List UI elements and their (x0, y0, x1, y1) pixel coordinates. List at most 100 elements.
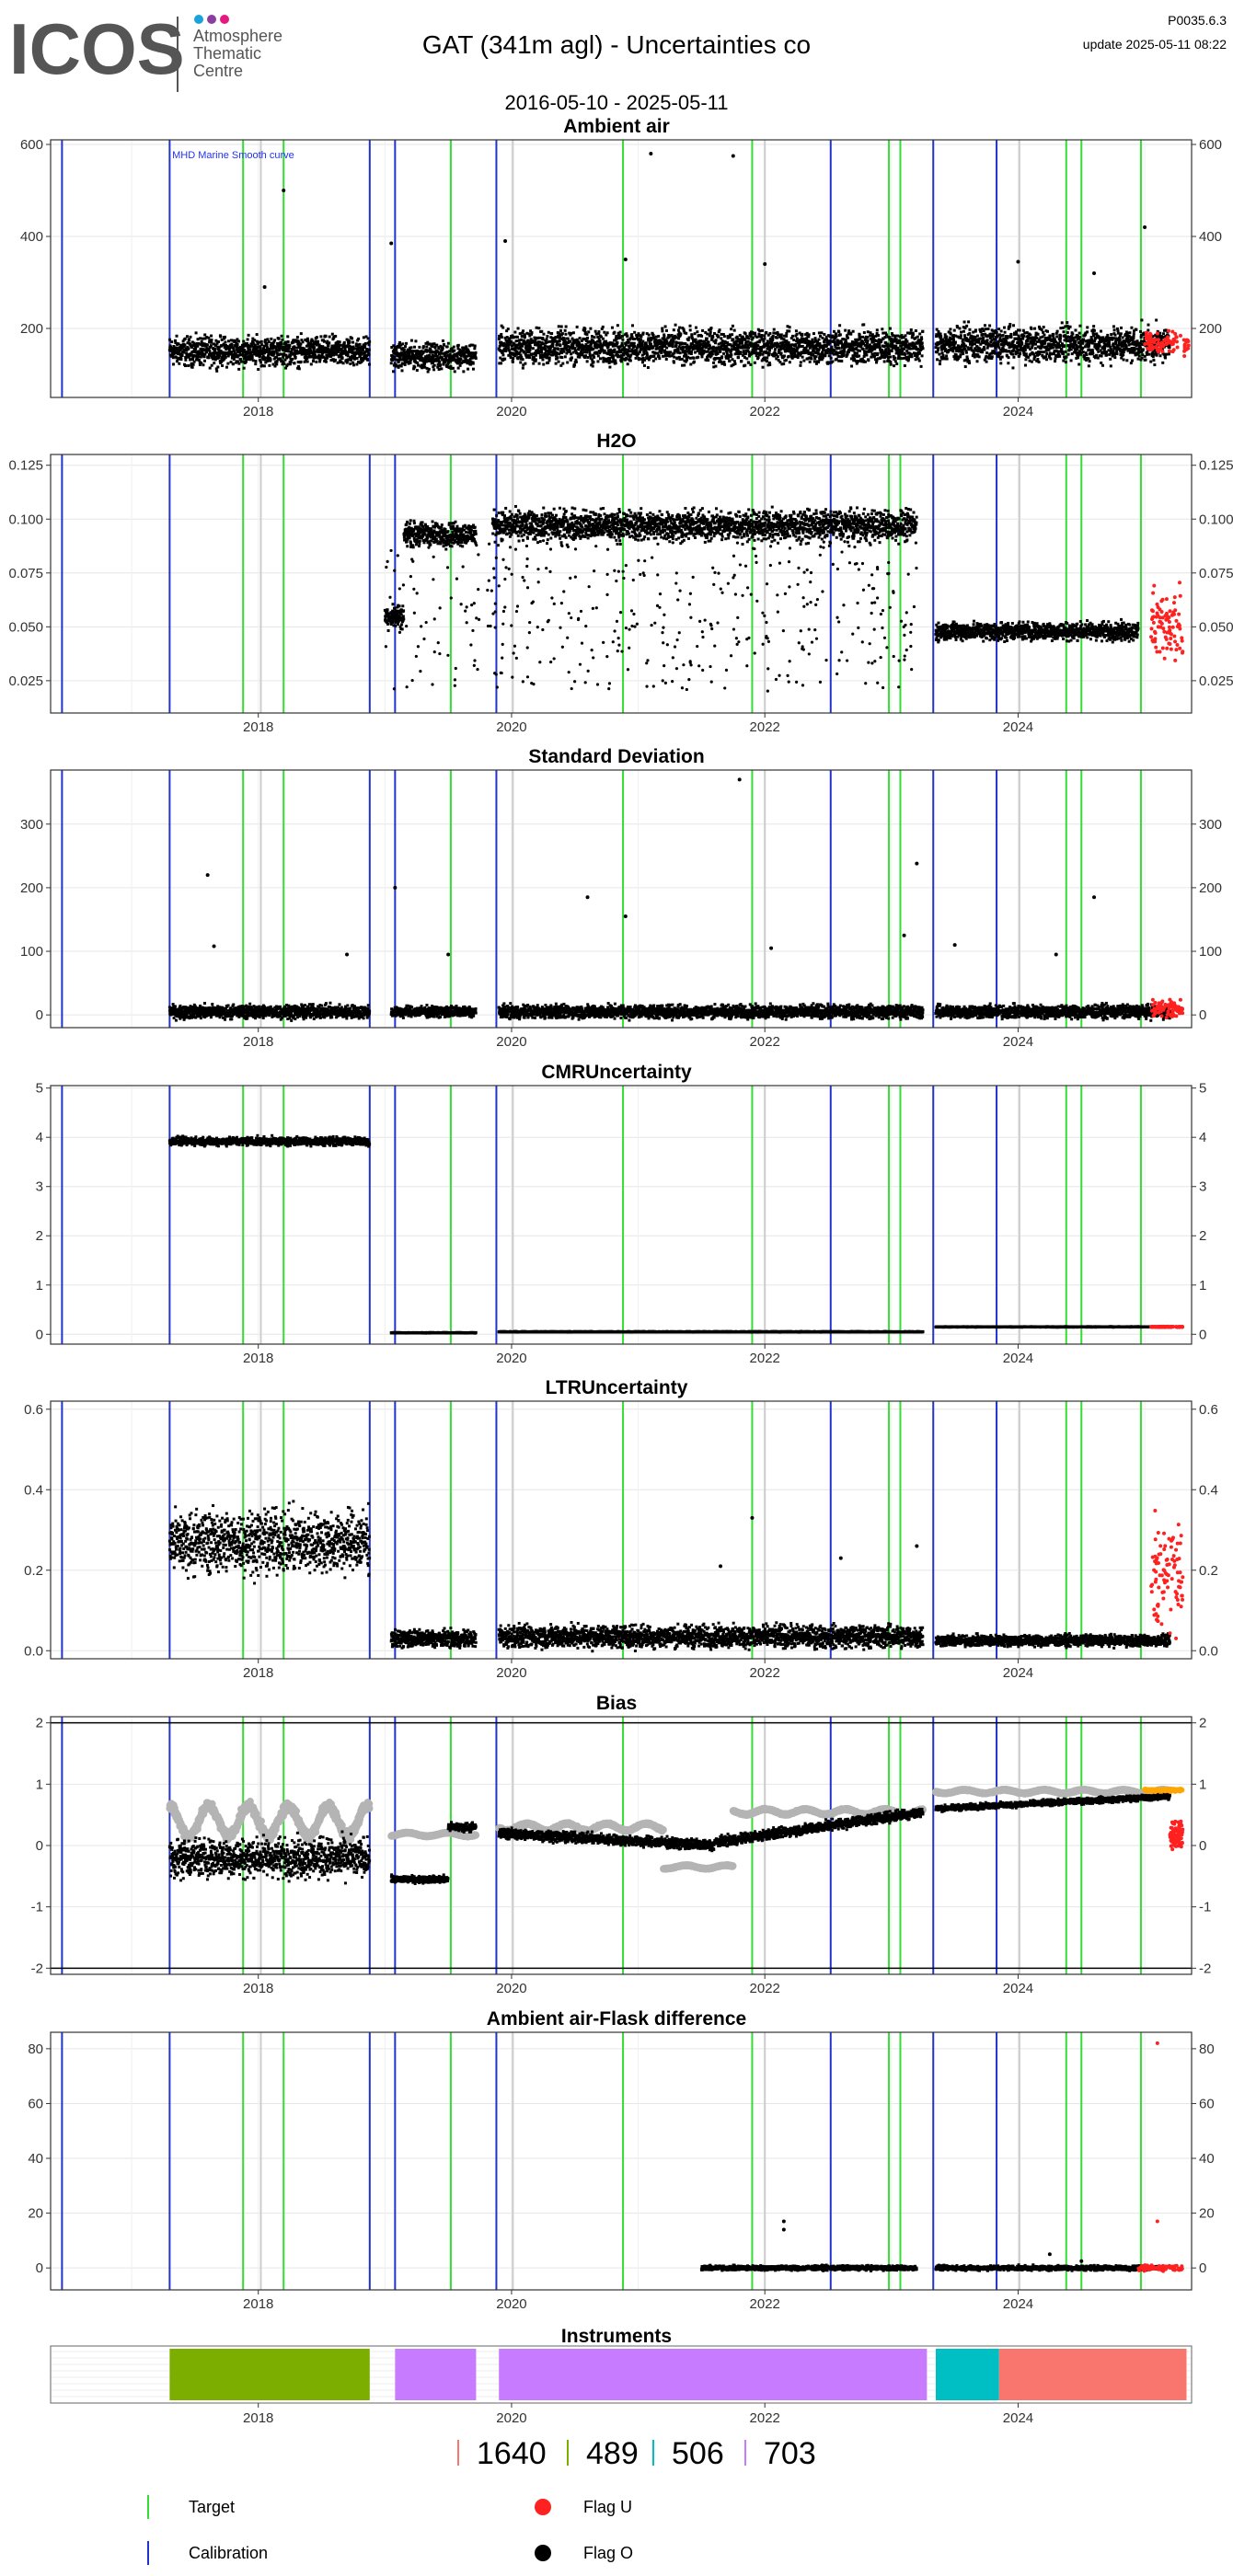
data-point (558, 325, 560, 328)
data-point (328, 336, 331, 339)
data-point (416, 362, 419, 364)
data-point (548, 357, 551, 360)
data-point (248, 349, 251, 351)
data-point (636, 335, 639, 338)
data-point (351, 341, 354, 344)
data-point (206, 344, 209, 347)
data-point (413, 366, 416, 369)
data-point (546, 338, 548, 340)
data-point (630, 333, 633, 336)
data-point (475, 351, 478, 354)
data-point (633, 331, 636, 334)
data-point (236, 343, 239, 346)
data-point (203, 333, 206, 336)
data-point (359, 343, 362, 346)
data-point (500, 333, 502, 336)
data-point (409, 362, 412, 364)
data-point (296, 336, 299, 339)
data-point (562, 351, 565, 353)
data-point (663, 335, 665, 338)
data-point (513, 331, 516, 334)
data-point (544, 348, 547, 351)
data-point (437, 348, 440, 351)
data-point (547, 352, 550, 355)
data-point (253, 339, 256, 341)
data-point (559, 329, 562, 332)
data-point (453, 346, 455, 349)
data-point (586, 337, 589, 339)
data-point (629, 360, 632, 362)
data-point (672, 342, 674, 345)
data-point (532, 362, 535, 365)
data-point (188, 339, 190, 341)
data-point (608, 362, 611, 364)
data-point-spike (282, 189, 285, 192)
data-point (325, 361, 328, 363)
data-point (558, 361, 560, 363)
data-point (576, 326, 579, 328)
data-point (608, 366, 611, 369)
data-point (338, 347, 340, 350)
data-point (621, 339, 624, 341)
data-point (425, 361, 428, 363)
data-point (538, 337, 541, 339)
data-point (586, 356, 589, 359)
data-point (210, 335, 213, 338)
data-point (530, 331, 533, 334)
data-point (501, 353, 504, 356)
data-point (540, 330, 543, 333)
data-point (524, 335, 526, 338)
data-point (294, 362, 296, 364)
data-point (401, 342, 404, 345)
data-point (339, 340, 341, 343)
data-point (536, 327, 538, 329)
data-point (276, 360, 279, 362)
data-point (672, 345, 674, 348)
data-point (595, 333, 598, 336)
logo-sub2: Thematic (193, 44, 261, 63)
data-point (665, 329, 668, 332)
data-point (393, 358, 396, 361)
data-point (462, 350, 465, 352)
data-point (422, 345, 425, 348)
data-point (631, 324, 634, 327)
data-point (444, 361, 446, 363)
data-point (280, 343, 282, 346)
data-point (260, 343, 263, 346)
data-point (334, 335, 337, 338)
data-point (254, 362, 257, 365)
data-point (654, 357, 657, 360)
data-point (403, 348, 406, 351)
data-point (214, 339, 217, 342)
data-point (390, 362, 393, 364)
data-point (239, 358, 242, 361)
data-point (219, 353, 222, 356)
data-point (331, 333, 334, 336)
data-point (513, 336, 515, 339)
data-point (515, 339, 518, 342)
data-point (257, 368, 259, 371)
data-point (506, 336, 509, 339)
data-point (640, 348, 642, 351)
data-point (575, 361, 578, 363)
data-point (273, 339, 276, 341)
data-point-spike (389, 242, 393, 246)
data-point (535, 354, 537, 357)
data-point (207, 337, 210, 339)
data-point (315, 361, 317, 363)
data-point (570, 352, 572, 355)
data-point (400, 364, 403, 367)
data-point (643, 364, 646, 367)
data-point (592, 364, 594, 367)
data-point (595, 352, 598, 355)
data-point (519, 361, 522, 363)
data-point (557, 348, 559, 351)
data-point (585, 333, 588, 336)
data-point (452, 367, 455, 370)
data-point (546, 335, 548, 338)
data-point (641, 340, 644, 343)
data-point (432, 368, 435, 371)
data-point (554, 336, 557, 339)
data-point (589, 328, 592, 330)
data-point (243, 345, 246, 348)
